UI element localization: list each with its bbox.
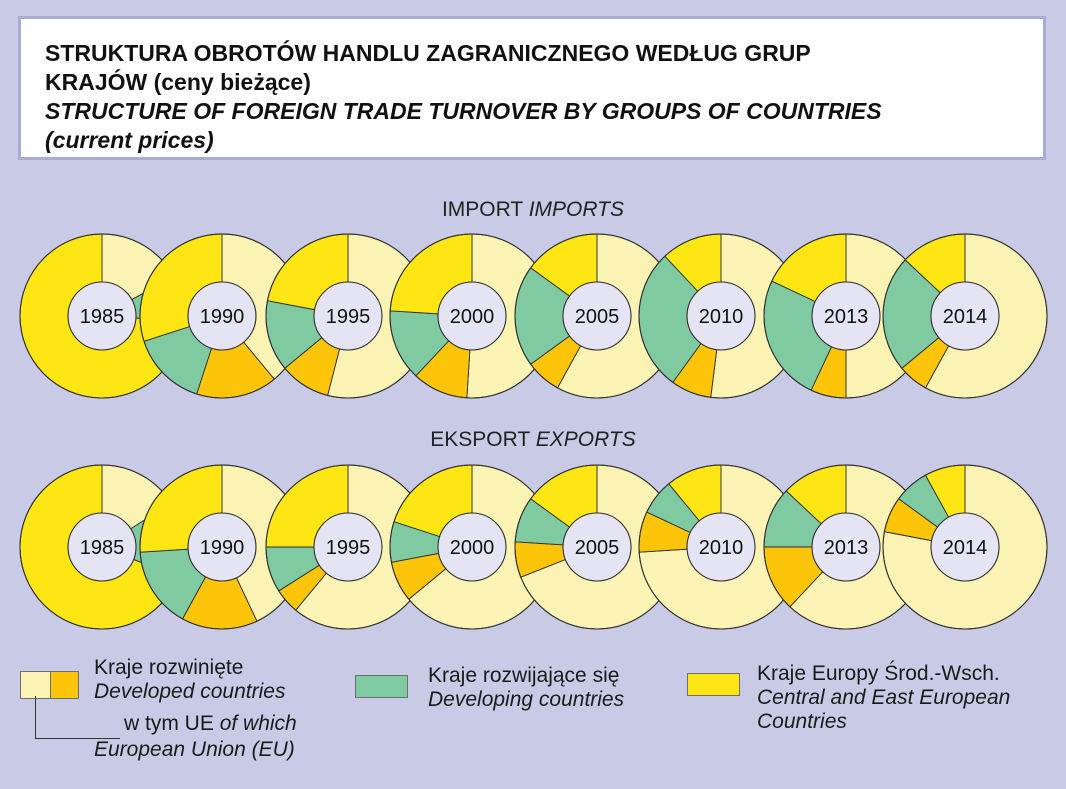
- legend-eu-en: of which: [219, 712, 297, 735]
- legend-developing: Kraje rozwijające się Developing countri…: [428, 664, 624, 712]
- legend-eu: w tym UE of which: [124, 712, 297, 736]
- legend-bracket: [35, 696, 120, 739]
- year-label-import-2010: 2010: [699, 306, 744, 328]
- year-label-export-1990: 1990: [200, 537, 245, 559]
- year-label-export-1985: 1985: [80, 537, 125, 559]
- imports-heading-pl: IMPORT: [441, 198, 523, 221]
- year-label-import-1985: 1985: [80, 306, 125, 328]
- donut-center: [187, 512, 257, 582]
- year-label-import-2000: 2000: [450, 306, 495, 328]
- legend-swatch-eu: [50, 671, 79, 699]
- legend-developed-en: Developed countries: [94, 680, 286, 703]
- donut-export-2000: 2000: [389, 464, 555, 630]
- year-label-import-2013: 2013: [824, 306, 869, 328]
- exports-heading-en: EXPORTS: [535, 428, 636, 451]
- year-label-import-1990: 1990: [200, 306, 245, 328]
- donut-center: [686, 512, 756, 582]
- title-en-line1: STRUCTURE OF FOREIGN TRADE TURNOVER BY G…: [45, 98, 882, 124]
- legend-developing-en: Developing countries: [428, 688, 625, 711]
- legend-swatch-cee: [687, 673, 740, 696]
- legend-eu-pl: w tym UE: [124, 712, 214, 735]
- year-label-export-2005: 2005: [575, 537, 620, 559]
- title-pl-line1: STRUKTURA OBROTÓW HANDLU ZAGRANICZNEGO W…: [45, 40, 811, 66]
- donut-center: [930, 512, 1000, 582]
- donut-center: [686, 281, 756, 351]
- donut-center: [313, 512, 383, 582]
- legend-developing-pl: Kraje rozwijające się: [428, 664, 620, 687]
- imports-heading: IMPORT IMPORTS: [0, 198, 1066, 222]
- donut-export-2005: 2005: [514, 464, 680, 630]
- legend-cee-pl: Kraje Europy Środ.-Wsch.: [757, 662, 1000, 685]
- donut-import-2005: 2005: [514, 233, 680, 399]
- donut-center: [67, 512, 137, 582]
- legend-cee-en-line1: Central and East European: [757, 686, 1011, 709]
- year-label-export-2014: 2014: [943, 537, 988, 559]
- year-label-export-2010: 2010: [699, 537, 744, 559]
- donut-center: [187, 281, 257, 351]
- donut-center: [437, 281, 507, 351]
- donut-center: [811, 281, 881, 351]
- donut-center: [811, 512, 881, 582]
- donut-center: [67, 281, 137, 351]
- legend-swatch-developing: [355, 675, 408, 698]
- legend-developed: Kraje rozwinięte Developed countries: [94, 656, 285, 704]
- year-label-export-1995: 1995: [326, 537, 371, 559]
- imports-heading-en: IMPORTS: [528, 198, 625, 221]
- donut-center: [930, 281, 1000, 351]
- donut-outline: [882, 233, 1048, 399]
- donut-export-1995: 1995: [265, 464, 431, 630]
- donut-center: [437, 512, 507, 582]
- legend-swatch-developed: [20, 671, 52, 699]
- year-label-export-2013: 2013: [824, 537, 869, 559]
- title-pl-line2: KRAJÓW (ceny bieżące): [45, 69, 311, 95]
- legend-developed-pl: Kraje rozwinięte: [94, 656, 244, 679]
- donut-export-2014: 2014: [882, 464, 1048, 630]
- exports-heading: EKSPORT EXPORTS: [0, 428, 1066, 452]
- legend-cee-en-line2: Countries: [757, 710, 847, 733]
- donut-import-2014: 2014: [882, 233, 1048, 399]
- exports-heading-pl: EKSPORT: [430, 428, 530, 451]
- title-box: STRUKTURA OBROTÓW HANDLU ZAGRANICZNEGO W…: [18, 16, 1046, 160]
- legend-eu-en-line2: European Union (EU): [94, 738, 295, 761]
- title-en-line2: (current prices): [45, 127, 214, 153]
- donut-center: [562, 512, 632, 582]
- donut-center: [562, 281, 632, 351]
- donut-export-2010: 2010: [638, 464, 804, 630]
- year-label-import-2005: 2005: [575, 306, 620, 328]
- year-label-import-1995: 1995: [326, 306, 371, 328]
- year-label-export-2000: 2000: [450, 537, 495, 559]
- year-label-import-2014: 2014: [943, 306, 988, 328]
- legend-eu-line2: European Union (EU): [94, 738, 295, 762]
- donut-center: [313, 281, 383, 351]
- donut-outline: [882, 464, 1048, 630]
- legend-cee: Kraje Europy Środ.-Wsch. Central and Eas…: [757, 662, 1010, 734]
